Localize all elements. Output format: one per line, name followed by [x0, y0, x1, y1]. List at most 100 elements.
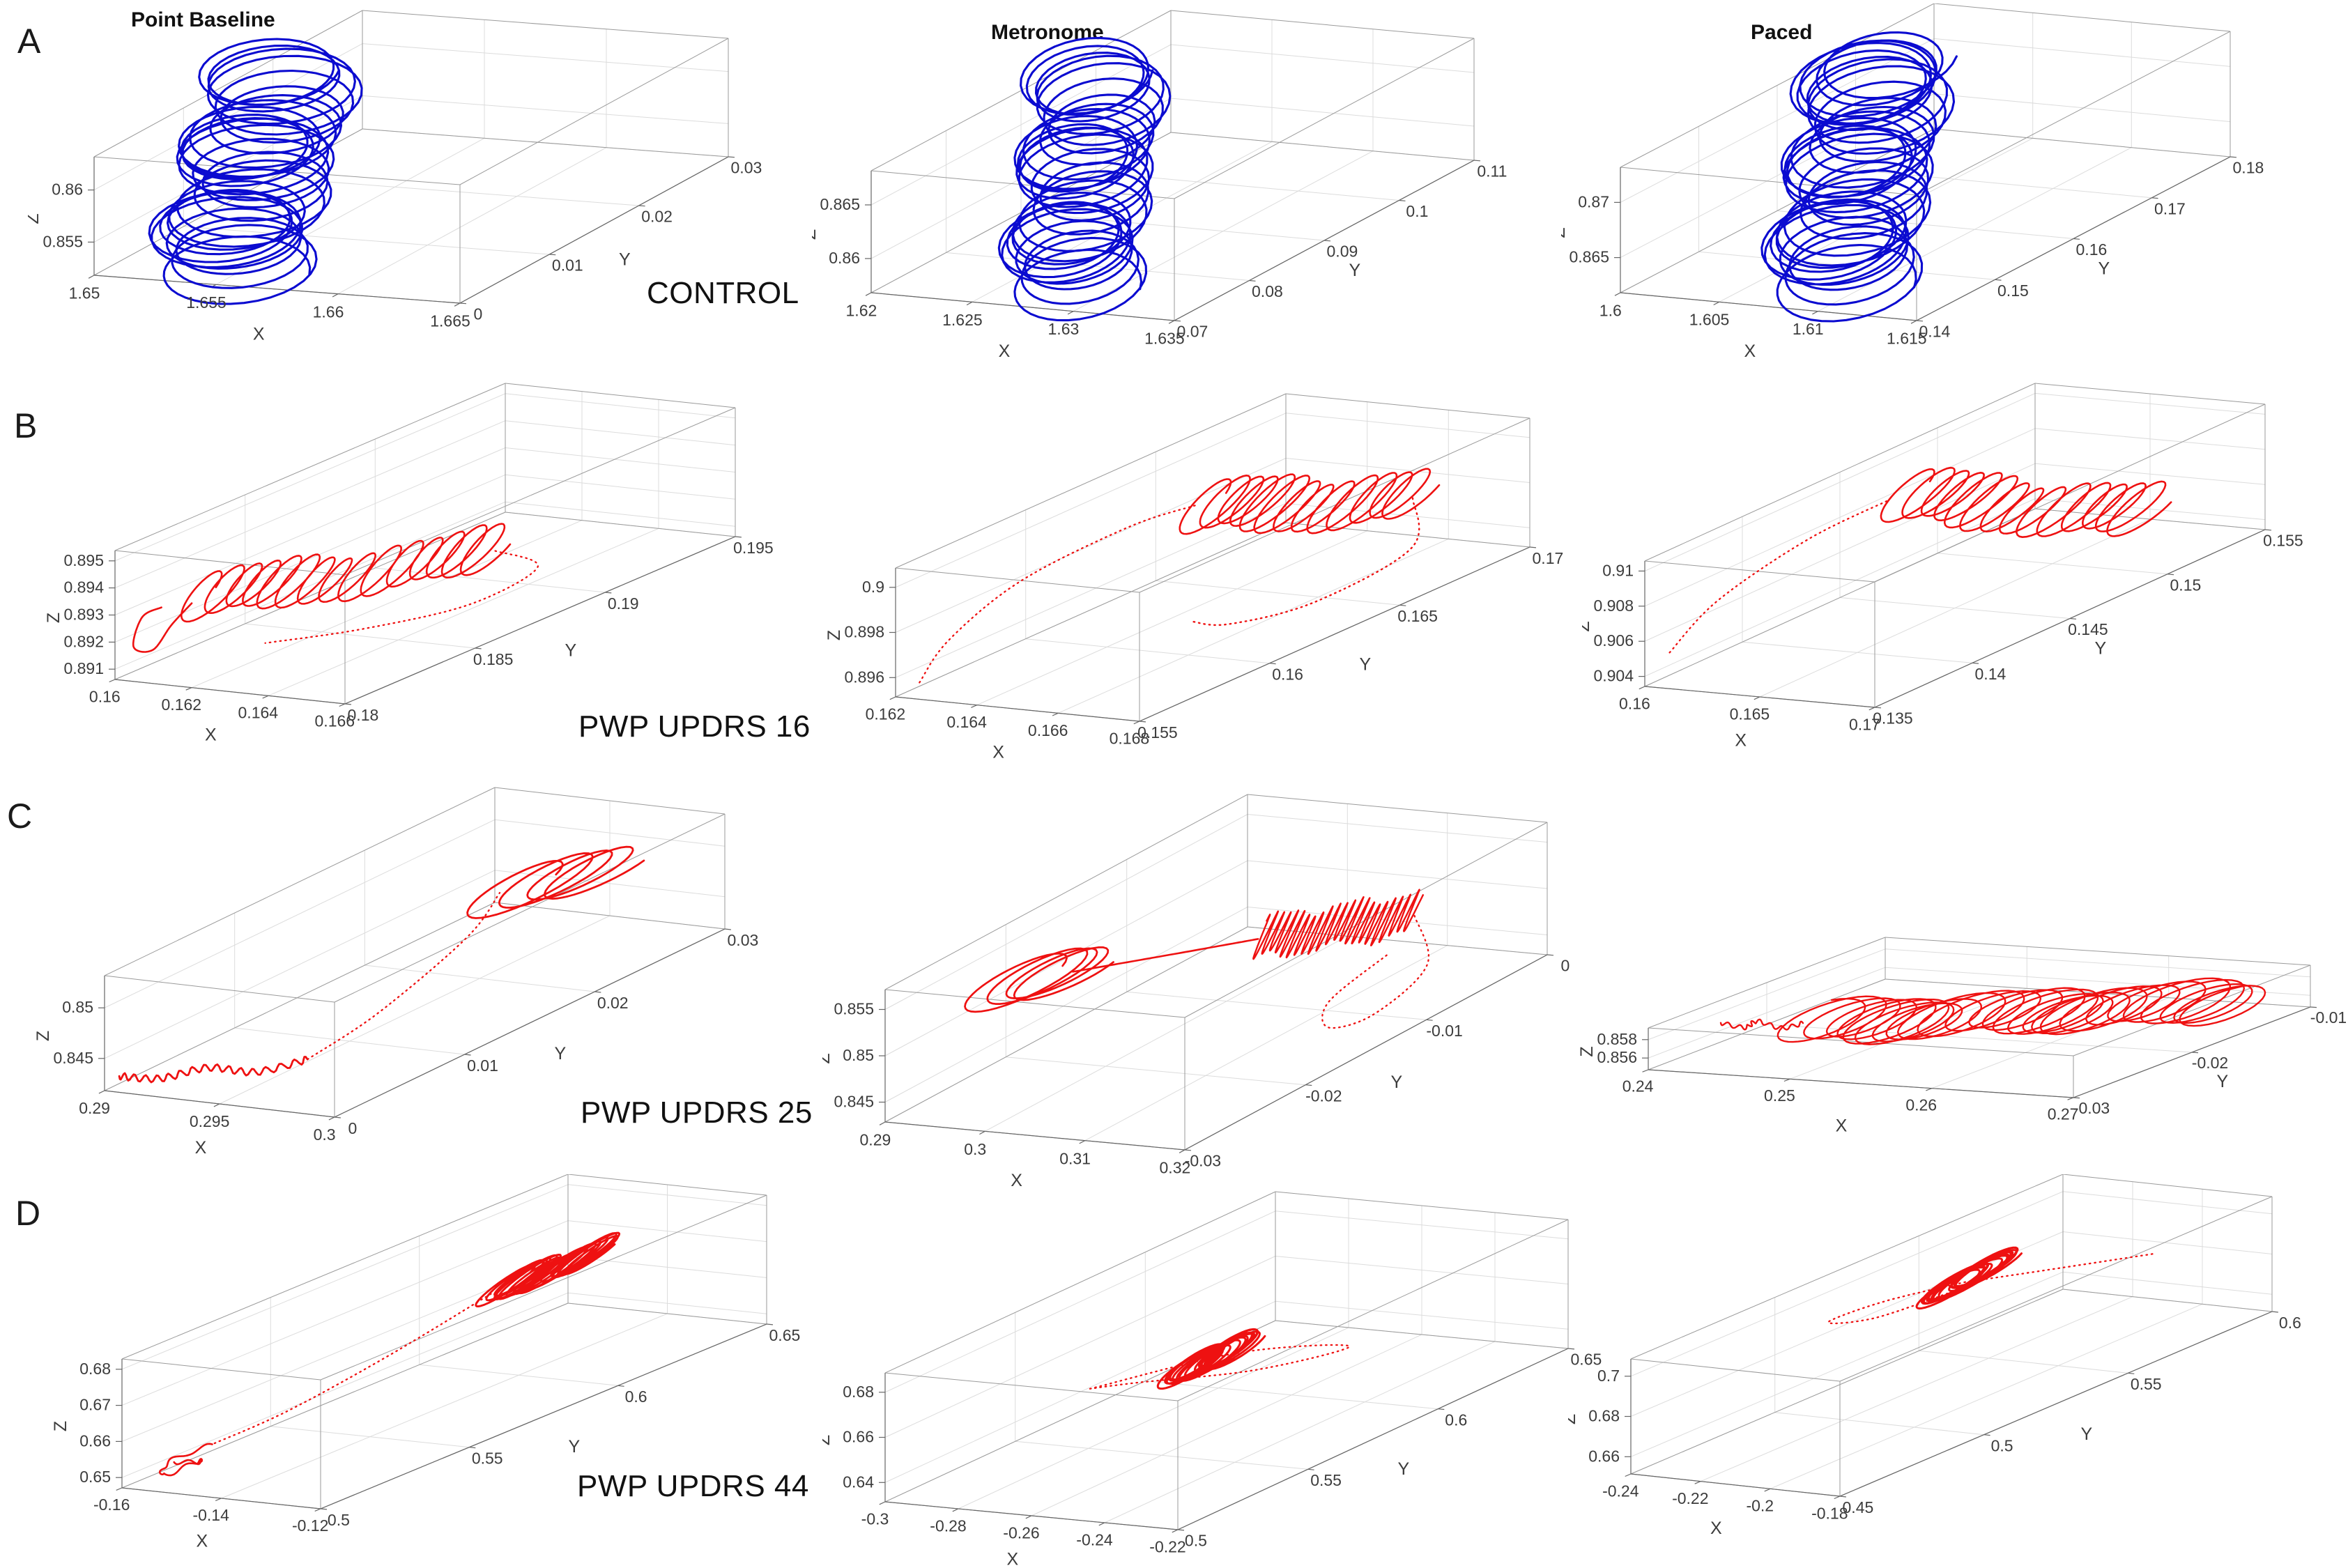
- tick-label: 0.165: [1730, 705, 1770, 723]
- tick-label: X: [1836, 1116, 1848, 1136]
- tick-label: 0.295: [190, 1112, 230, 1130]
- axes-box: [1639, 383, 2272, 711]
- tick-label: 1.665: [430, 312, 470, 330]
- tick-label: 0: [474, 305, 483, 323]
- trajectory: [1760, 31, 1958, 323]
- tick-label: Z: [812, 229, 820, 240]
- tick-label: -0.3: [861, 1510, 889, 1528]
- tick-label: 0.135: [1873, 709, 1913, 728]
- trajectory-line: [158, 1443, 213, 1477]
- trajectory-line: [919, 504, 1197, 684]
- tick-label: 1.61: [1793, 320, 1824, 338]
- trajectory-line: [475, 1231, 621, 1308]
- trajectory: [1719, 977, 2266, 1045]
- tick-label: Y: [1349, 261, 1361, 280]
- axes-box: [109, 383, 742, 707]
- trajectory: [919, 468, 1441, 684]
- tick-label: Y: [2217, 1072, 2229, 1091]
- plot-panel-C2: 0.29 0.3 0.31 0.32-0.03 -0.02 -0.01 0 0.845 0.85…: [822, 794, 1570, 1191]
- tick-label: 0.19: [608, 594, 639, 613]
- axes-grid: [884, 794, 1548, 1151]
- tick-label: 0.168: [1110, 730, 1150, 748]
- row-label-a: A: [17, 22, 41, 61]
- trajectory-line: [1760, 31, 1958, 323]
- tick-label: 0.894: [63, 578, 104, 597]
- tick-label: 0.895: [63, 551, 104, 569]
- tick-label: -0.22: [1149, 1538, 1185, 1556]
- tick-label: Z: [822, 1053, 834, 1063]
- tick-label: Z: [1568, 1414, 1579, 1424]
- tick-label: 0.07: [1177, 323, 1208, 341]
- tick-label: 0.66: [843, 1428, 874, 1446]
- tick-label: 0.68: [1588, 1407, 1620, 1425]
- tick-label: 0.15: [1997, 282, 2029, 300]
- tick-label: 0.891: [63, 659, 104, 677]
- trajectory-line: [1777, 977, 2266, 1045]
- tick-label: X: [999, 341, 1011, 361]
- tick-label: 0.155: [2263, 532, 2303, 550]
- tick-label: 0.01: [552, 256, 583, 274]
- tick-label: 0.17: [1533, 549, 1564, 567]
- tick-label: X: [1710, 1519, 1722, 1538]
- row-caption-pwp-updrs-16: PWP UPDRS 16: [578, 709, 811, 744]
- tick-label: 0.898: [844, 623, 884, 641]
- tick-label: 0.17: [1849, 716, 1880, 734]
- tick-label: 0.18: [348, 706, 379, 724]
- tick-label: 0.893: [63, 606, 104, 624]
- tick-label: X: [1006, 1550, 1018, 1568]
- tick-label: 0.855: [834, 1000, 874, 1018]
- column-header-point-baseline: Point Baseline: [131, 8, 275, 31]
- tick-label: 0.91: [1602, 561, 1634, 579]
- row-caption-pwp-updrs-25: PWP UPDRS 25: [581, 1096, 813, 1130]
- tick-label: -0.16: [93, 1496, 130, 1514]
- tick-label: 0.195: [733, 539, 774, 557]
- axis-labels: 0.29 0.3 0.31 0.32-0.03 -0.02 -0.01 0 0.845 0.85…: [822, 957, 1570, 1191]
- tick-label: 0.845: [834, 1093, 874, 1111]
- tick-label: 0.03: [728, 931, 759, 949]
- trajectory-line: [1190, 497, 1420, 627]
- axes-box: [865, 10, 1481, 324]
- axes-box: [98, 787, 731, 1121]
- trajectory-line: [1321, 914, 1430, 1029]
- tick-label: 0.17: [2154, 199, 2186, 217]
- tick-label: Y: [565, 641, 576, 661]
- tick-label: 0.164: [946, 713, 987, 731]
- trajectory-line: [1719, 1018, 1804, 1031]
- trajectory-line: [148, 38, 363, 305]
- trajectory: [997, 36, 1172, 322]
- tick-label: 0.14: [1975, 665, 2006, 683]
- tick-label: 0.16: [2076, 240, 2108, 259]
- tick-label: 0.858: [1597, 1030, 1637, 1048]
- tick-label: Z: [51, 1421, 70, 1431]
- row-caption-pwp-updrs-44: PWP UPDRS 44: [577, 1469, 809, 1503]
- tick-label: 0.9: [862, 578, 884, 596]
- tick-label: 0.7: [1597, 1367, 1620, 1385]
- tick-label: 0.1: [1406, 202, 1428, 220]
- plot-panel-C1: 0.29 0.295 0.3 0 0.01 0.02 0.03 0.845 0.85 X Y Z: [35, 787, 759, 1158]
- tick-label: 0.11: [1477, 162, 1507, 180]
- tick-label: Y: [2080, 1424, 2092, 1444]
- axes-box: [1642, 937, 2317, 1100]
- tick-label: 1.6: [1599, 301, 1622, 319]
- trajectory-line: [1072, 938, 1259, 973]
- column-header-metronome: Metronome: [991, 21, 1104, 44]
- tick-label: -0.12: [292, 1516, 328, 1535]
- tick-label: 1.62: [846, 302, 877, 320]
- tick-label: 0.24: [1622, 1077, 1654, 1096]
- tick-label: 0.855: [43, 232, 83, 250]
- tick-label: X: [1011, 1171, 1022, 1190]
- column-header-paced: Paced: [1751, 21, 1813, 44]
- trajectory: [158, 1231, 621, 1477]
- tick-label: X: [1735, 730, 1747, 750]
- tick-label: 0.6: [1445, 1411, 1467, 1429]
- tick-label: 0.26: [1905, 1096, 1937, 1114]
- tick-label: 0.904: [1593, 667, 1634, 685]
- tick-label: -0.2: [1746, 1497, 1774, 1515]
- tick-label: 1.625: [942, 311, 983, 329]
- trajectory-line: [997, 36, 1172, 322]
- tick-label: -0.02: [2192, 1054, 2228, 1072]
